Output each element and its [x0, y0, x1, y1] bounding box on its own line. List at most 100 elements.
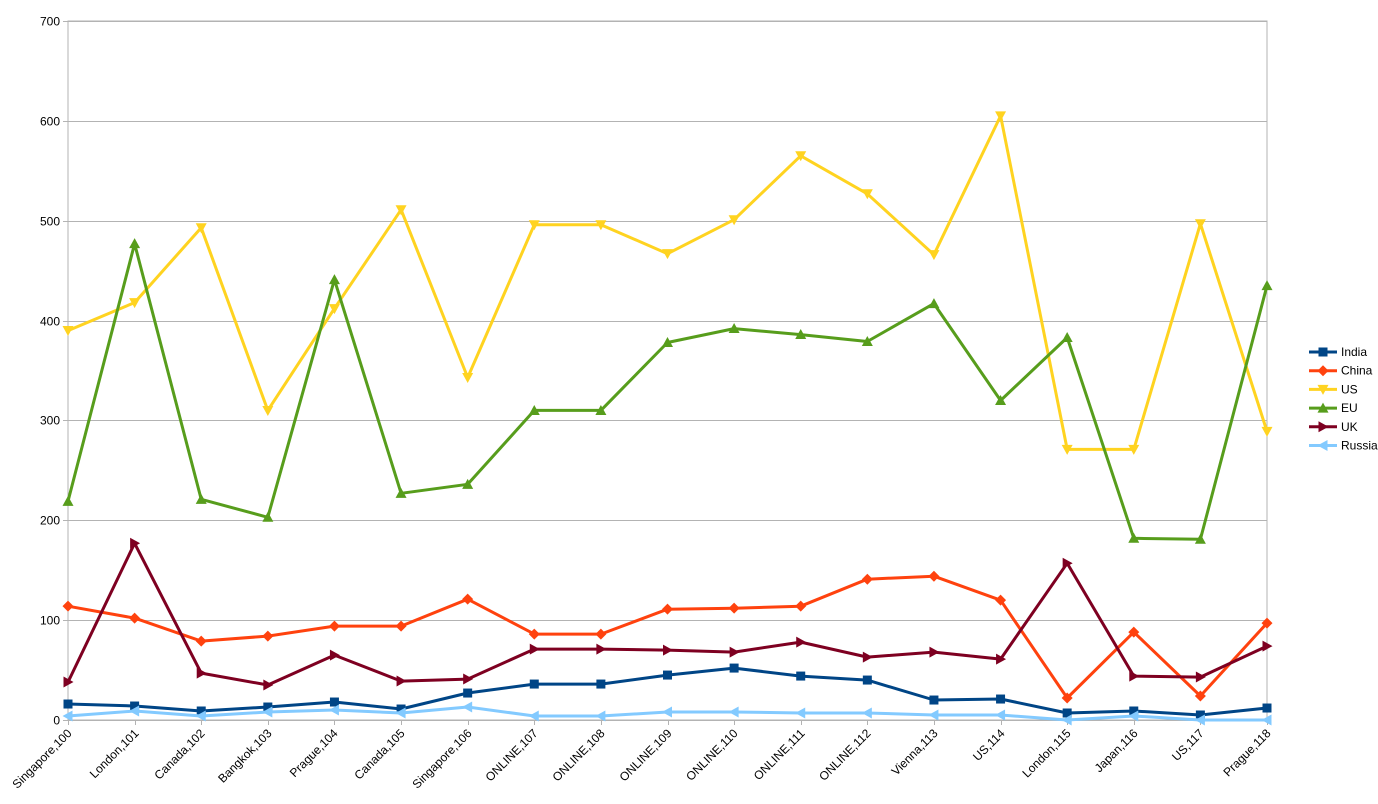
- data-point-china: [1128, 626, 1140, 638]
- x-tick-label: ONLINE,109: [617, 726, 675, 784]
- data-point-russia: [129, 705, 140, 717]
- data-point-russia: [662, 706, 672, 718]
- data-point-us: [262, 405, 274, 416]
- x-tick-label: US,117: [1169, 726, 1207, 764]
- data-point-russia: [1128, 710, 1139, 722]
- data-point-china: [861, 573, 873, 585]
- y-tick-label: 600: [40, 115, 60, 129]
- data-point-uk: [329, 649, 340, 661]
- data-point-india: [929, 695, 939, 705]
- data-point-china: [328, 620, 340, 632]
- data-point-russia: [262, 706, 273, 718]
- data-point-china: [928, 570, 940, 582]
- data-point-uk: [1262, 640, 1273, 652]
- legend-label-us: US: [1341, 382, 1358, 396]
- data-point-uk: [196, 667, 207, 679]
- data-point-china: [1194, 690, 1206, 702]
- data-point-india: [663, 670, 672, 680]
- legend-marker-china: [1317, 365, 1329, 377]
- y-tick-label: 500: [40, 215, 60, 229]
- data-point-india: [1062, 708, 1072, 718]
- data-point-uk: [862, 651, 873, 663]
- data-point-us: [1128, 444, 1140, 455]
- data-point-china: [262, 630, 274, 642]
- data-point-china: [395, 620, 407, 632]
- legend-marker-uk: [1318, 421, 1329, 433]
- data-point-uk: [263, 679, 274, 691]
- data-point-us: [462, 372, 474, 383]
- data-point-india: [729, 663, 739, 673]
- data-point-china: [462, 593, 474, 605]
- data-point-us: [662, 249, 673, 260]
- data-point-uk: [663, 644, 673, 656]
- data-point-eu: [62, 495, 74, 506]
- data-point-india: [63, 699, 73, 709]
- data-point-us: [395, 205, 407, 216]
- y-tick-label: 400: [40, 315, 60, 329]
- data-point-china: [1261, 617, 1273, 629]
- data-point-russia: [861, 707, 872, 719]
- x-tick-label: ONLINE,111: [751, 726, 808, 783]
- legend-marker-india: [1318, 347, 1328, 357]
- x-tick-label: Vienna,113: [889, 726, 941, 778]
- data-point-us: [129, 298, 141, 309]
- data-point-eu: [262, 511, 274, 522]
- data-point-china: [62, 600, 74, 612]
- data-point-us: [861, 189, 873, 200]
- data-point-china: [795, 600, 807, 612]
- data-point-eu: [1061, 332, 1073, 343]
- data-point-russia: [528, 710, 539, 722]
- data-point-russia: [462, 701, 473, 713]
- legend-marker-eu: [1317, 402, 1329, 413]
- y-tick-label: 0: [53, 714, 60, 728]
- data-point-eu: [595, 404, 607, 415]
- data-point-india: [596, 679, 606, 689]
- x-tick-label: London,115: [1020, 726, 1074, 780]
- data-point-china: [595, 628, 607, 640]
- y-tick-label: 700: [40, 15, 60, 29]
- data-point-russia: [62, 710, 73, 722]
- data-point-us: [728, 215, 740, 226]
- x-tick-label: Prague,118: [1220, 726, 1273, 779]
- data-point-russia: [1061, 714, 1072, 726]
- y-tick-label: 100: [40, 614, 60, 628]
- data-point-china: [662, 603, 673, 615]
- data-point-eu: [1128, 532, 1140, 543]
- data-point-russia: [995, 709, 1006, 721]
- x-tick-label: Singapore,106: [410, 726, 475, 791]
- legend-marker-us: [1317, 384, 1329, 395]
- data-point-us: [328, 304, 340, 315]
- data-point-china: [195, 635, 207, 647]
- data-point-us: [928, 250, 940, 261]
- data-point-uk: [929, 646, 940, 658]
- data-point-us: [595, 220, 607, 231]
- x-tick-label: London,101: [87, 726, 142, 781]
- data-point-india: [862, 675, 872, 685]
- data-point-eu: [462, 478, 474, 489]
- data-point-uk: [596, 643, 607, 655]
- x-tick-label: Canada,105: [351, 726, 407, 782]
- data-point-eu: [195, 493, 207, 504]
- data-point-eu: [328, 274, 340, 285]
- data-point-uk: [396, 675, 407, 687]
- data-point-uk: [63, 676, 74, 688]
- data-point-china: [1061, 692, 1073, 704]
- data-point-india: [1262, 703, 1272, 713]
- data-point-us: [795, 151, 807, 162]
- data-point-russia: [195, 710, 206, 722]
- data-point-china: [995, 594, 1007, 606]
- data-point-uk: [463, 673, 474, 685]
- data-point-india: [796, 671, 806, 681]
- data-point-india: [463, 688, 473, 698]
- data-point-uk: [1195, 671, 1206, 683]
- data-point-eu: [528, 404, 540, 415]
- x-tick-label: US,114: [970, 726, 1008, 764]
- data-point-uk: [796, 636, 807, 648]
- legend-marker-russia: [1317, 440, 1328, 451]
- x-tick-label: ONLINE,107: [483, 726, 541, 784]
- x-tick-label: Singapore,100: [10, 726, 75, 791]
- data-point-uk: [996, 653, 1007, 665]
- data-point-eu: [1261, 280, 1273, 291]
- data-point-china: [129, 612, 141, 624]
- data-point-eu: [395, 487, 407, 498]
